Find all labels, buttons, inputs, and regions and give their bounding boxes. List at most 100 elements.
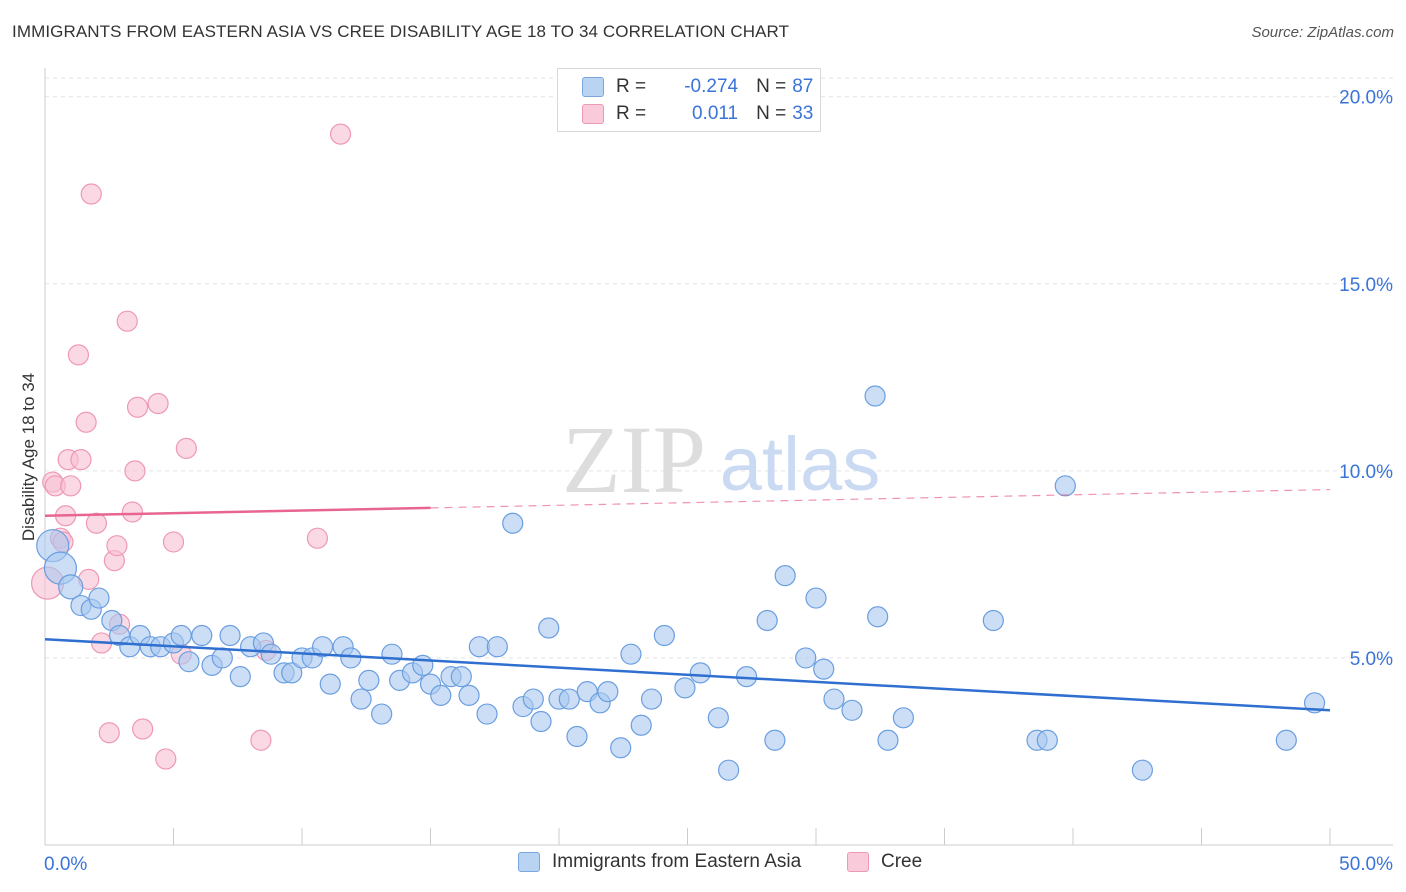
eastern-asia-point — [458, 684, 480, 706]
legend-r-label: R = — [616, 103, 647, 124]
eastern-asia-point — [841, 699, 863, 721]
eastern-asia-point — [597, 680, 619, 703]
cree-point — [132, 718, 154, 740]
eastern-asia-point — [468, 636, 490, 658]
eastern-asia-point — [219, 624, 241, 647]
legend-swatch-pink — [582, 104, 604, 124]
source-credit: Source: ZipAtlas.com — [1251, 24, 1394, 41]
cree-trend-line-extension — [430, 488, 1331, 509]
eastern-asia-point — [319, 673, 341, 695]
legend-n-value: 87 — [792, 76, 814, 97]
eastern-asia-point — [260, 643, 282, 665]
cree-point — [75, 411, 97, 433]
eastern-asia-point — [764, 729, 786, 751]
legend-n-label: N = — [756, 103, 787, 124]
chart-title: IMMIGRANTS FROM EASTERN ASIA VS CREE DIS… — [12, 22, 790, 41]
eastern-asia-point — [58, 574, 84, 600]
eastern-asia-point — [191, 624, 213, 647]
y-tick-label: 20.0% — [1339, 88, 1393, 109]
cree-point — [124, 460, 146, 482]
legend-row-eastern-asia: R = -0.274 N = 87 — [582, 75, 813, 99]
eastern-asia-point — [371, 703, 393, 725]
cree-point — [162, 531, 185, 553]
cree-point — [306, 527, 329, 549]
eastern-asia-point — [340, 647, 362, 669]
legend-item-cree[interactable]: Cree — [847, 851, 922, 873]
eastern-asia-point — [522, 688, 544, 710]
eastern-asia-point — [476, 703, 498, 725]
eastern-asia-point — [640, 688, 663, 710]
eastern-asia-points — [36, 385, 1326, 781]
eastern-asia-point — [350, 688, 372, 710]
eastern-asia-point — [530, 710, 552, 733]
eastern-asia-point — [1303, 692, 1326, 714]
legend-swatch-blue — [582, 77, 604, 97]
cree-point — [147, 392, 169, 415]
eastern-asia-point — [774, 565, 796, 587]
y-tick-label: 5.0% — [1350, 649, 1393, 670]
eastern-asia-point — [867, 606, 889, 628]
legend-n-label: N = — [756, 76, 787, 97]
eastern-asia-point — [864, 385, 886, 407]
legend-swatch-blue — [518, 852, 540, 872]
eastern-asia-point — [502, 512, 524, 534]
eastern-asia-point — [211, 647, 233, 669]
eastern-asia-point — [450, 666, 472, 688]
cree-point — [60, 475, 82, 497]
eastern-asia-point — [88, 587, 110, 609]
eastern-asia-point — [381, 643, 403, 665]
eastern-asia-point — [707, 707, 729, 729]
cree-point — [70, 449, 92, 471]
cree-point — [155, 748, 177, 770]
eastern-asia-point — [823, 688, 845, 710]
y-tick-label: 10.0% — [1339, 462, 1393, 483]
legend-r-value: -0.274 — [684, 76, 739, 97]
eastern-asia-point — [1054, 475, 1076, 497]
axis-layer — [44, 68, 1393, 846]
legend-swatch-pink — [847, 852, 869, 872]
x-tick-label: 50.0% — [1339, 854, 1393, 875]
eastern-asia-point — [805, 587, 827, 609]
eastern-asia-point — [892, 707, 914, 729]
eastern-asia-point — [229, 666, 251, 688]
legend-row-cree: R = 0.011 N = 33 — [582, 102, 813, 126]
grid-layer — [45, 77, 1393, 659]
tick-labels: 5.0% 10.0% 15.0% 20.0% 0.0% 50.0% — [44, 88, 1393, 875]
eastern-asia-point — [558, 688, 580, 710]
legend-label-eastern-asia: Immigrants from Eastern Asia — [552, 851, 802, 872]
y-tick-label: 15.0% — [1339, 275, 1393, 296]
legend-n-value: 33 — [792, 103, 814, 124]
eastern-asia-point — [689, 662, 711, 684]
eastern-asia-point — [877, 729, 899, 751]
eastern-asia-point — [178, 651, 200, 673]
eastern-asia-trend-line — [44, 637, 1331, 712]
cree-point — [80, 183, 102, 205]
cree-point — [106, 535, 128, 557]
eastern-asia-point — [538, 617, 560, 639]
cree-point — [121, 501, 143, 523]
legend-r-label: R = — [616, 76, 647, 97]
eastern-asia-point — [674, 677, 696, 699]
eastern-asia-point — [610, 737, 632, 759]
eastern-asia-point — [170, 624, 192, 647]
eastern-asia-point — [566, 725, 588, 748]
eastern-asia-point — [358, 669, 380, 691]
y-axis-label: Disability Age 18 to 34 — [19, 373, 38, 541]
eastern-asia-point — [982, 609, 1004, 632]
eastern-asia-point — [756, 609, 778, 632]
series-legend: Immigrants from Eastern Asia Cree — [0, 851, 1406, 879]
eastern-asia-point — [795, 647, 817, 669]
watermark-zip: ZIP — [562, 406, 706, 513]
cree-point — [329, 123, 352, 145]
cree-point — [175, 437, 197, 460]
legend-item-eastern-asia[interactable]: Immigrants from Eastern Asia — [518, 851, 801, 873]
eastern-asia-point — [813, 658, 835, 680]
cree-point — [98, 722, 120, 744]
eastern-asia-point — [653, 624, 675, 647]
legend-r-value: 0.011 — [691, 103, 739, 124]
watermark: ZIP atlas — [562, 406, 880, 513]
eastern-asia-point — [430, 684, 452, 706]
cree-trend-line — [44, 506, 431, 518]
eastern-asia-point — [718, 759, 740, 781]
cree-points — [30, 123, 352, 770]
